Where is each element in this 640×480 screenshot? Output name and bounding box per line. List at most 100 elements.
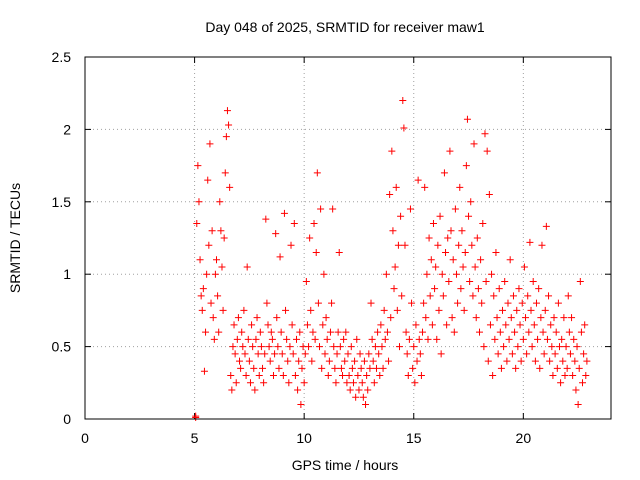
data-point [310, 220, 318, 228]
data-point [392, 183, 400, 191]
data-point [342, 328, 350, 336]
data-point [194, 162, 202, 170]
data-point [388, 147, 396, 155]
data-point [249, 343, 257, 351]
data-point [326, 328, 334, 336]
data-point [561, 372, 569, 380]
data-point [196, 256, 204, 264]
data-point [377, 321, 385, 329]
data-point [285, 379, 293, 387]
data-point [321, 350, 329, 358]
data-point [240, 306, 248, 314]
data-point [517, 357, 525, 365]
data-point [562, 343, 570, 351]
data-point [276, 253, 284, 261]
data-point [294, 386, 302, 394]
data-point [507, 314, 515, 322]
data-point [260, 379, 268, 387]
data-point [225, 121, 233, 129]
data-point [497, 364, 505, 372]
data-point [292, 335, 300, 343]
data-point [411, 379, 419, 387]
data-point [494, 350, 502, 358]
data-point [524, 292, 532, 300]
data-point [579, 379, 587, 387]
data-point [488, 270, 496, 278]
data-point [277, 328, 285, 336]
data-point [506, 256, 514, 264]
data-point [495, 285, 503, 293]
data-point [520, 263, 528, 271]
data-point [542, 222, 550, 230]
data-point [193, 220, 201, 228]
data-point [246, 379, 254, 387]
data-point [372, 364, 380, 372]
y-tick-label: 1.5 [52, 194, 72, 210]
data-point [577, 328, 585, 336]
data-point [244, 335, 252, 343]
data-point [262, 215, 270, 223]
data-point [536, 364, 544, 372]
data-point [580, 350, 588, 358]
data-point [446, 147, 454, 155]
data-point [431, 285, 439, 293]
data-point [540, 350, 548, 358]
data-point [340, 335, 348, 343]
data-point [298, 364, 306, 372]
data-point [527, 306, 535, 314]
data-point [269, 372, 277, 380]
data-point [566, 350, 574, 358]
data-point [261, 350, 269, 358]
data-point [504, 299, 512, 307]
data-point [229, 343, 237, 351]
data-point [324, 372, 332, 380]
data-point [226, 183, 234, 191]
data-point [311, 335, 319, 343]
data-point [237, 364, 245, 372]
data-point [396, 343, 404, 351]
data-point [250, 364, 258, 372]
data-point [492, 248, 500, 256]
data-point [305, 343, 313, 351]
data-point [470, 140, 478, 148]
data-point [381, 335, 389, 343]
data-point [211, 270, 219, 278]
data-point [390, 285, 398, 293]
data-point [313, 169, 321, 177]
data-point [306, 234, 314, 242]
data-point [526, 238, 534, 246]
data-point [287, 241, 295, 249]
data-point [429, 220, 437, 228]
data-point [290, 220, 298, 228]
data-point [202, 328, 210, 336]
data-point [365, 350, 373, 358]
data-point [363, 372, 371, 380]
data-point [553, 364, 561, 372]
data-point [348, 364, 356, 372]
data-point [369, 357, 377, 365]
data-point [308, 357, 316, 365]
data-point [531, 357, 539, 365]
data-point [515, 285, 523, 293]
data-point [555, 343, 563, 351]
data-point [337, 364, 345, 372]
data-point [221, 169, 229, 177]
data-point [295, 357, 303, 365]
data-point [402, 328, 410, 336]
data-point [490, 292, 498, 300]
data-point [484, 357, 492, 365]
data-point [197, 292, 205, 300]
data-point [289, 350, 297, 358]
data-point [263, 299, 271, 307]
data-point [367, 299, 375, 307]
data-point [398, 292, 406, 300]
data-points [192, 96, 591, 422]
data-point [465, 212, 473, 220]
data-point [333, 350, 341, 358]
data-point [251, 386, 259, 394]
data-point [291, 372, 299, 380]
data-point [426, 292, 434, 300]
data-point [414, 176, 422, 184]
data-point [454, 299, 462, 307]
data-point [336, 343, 344, 351]
